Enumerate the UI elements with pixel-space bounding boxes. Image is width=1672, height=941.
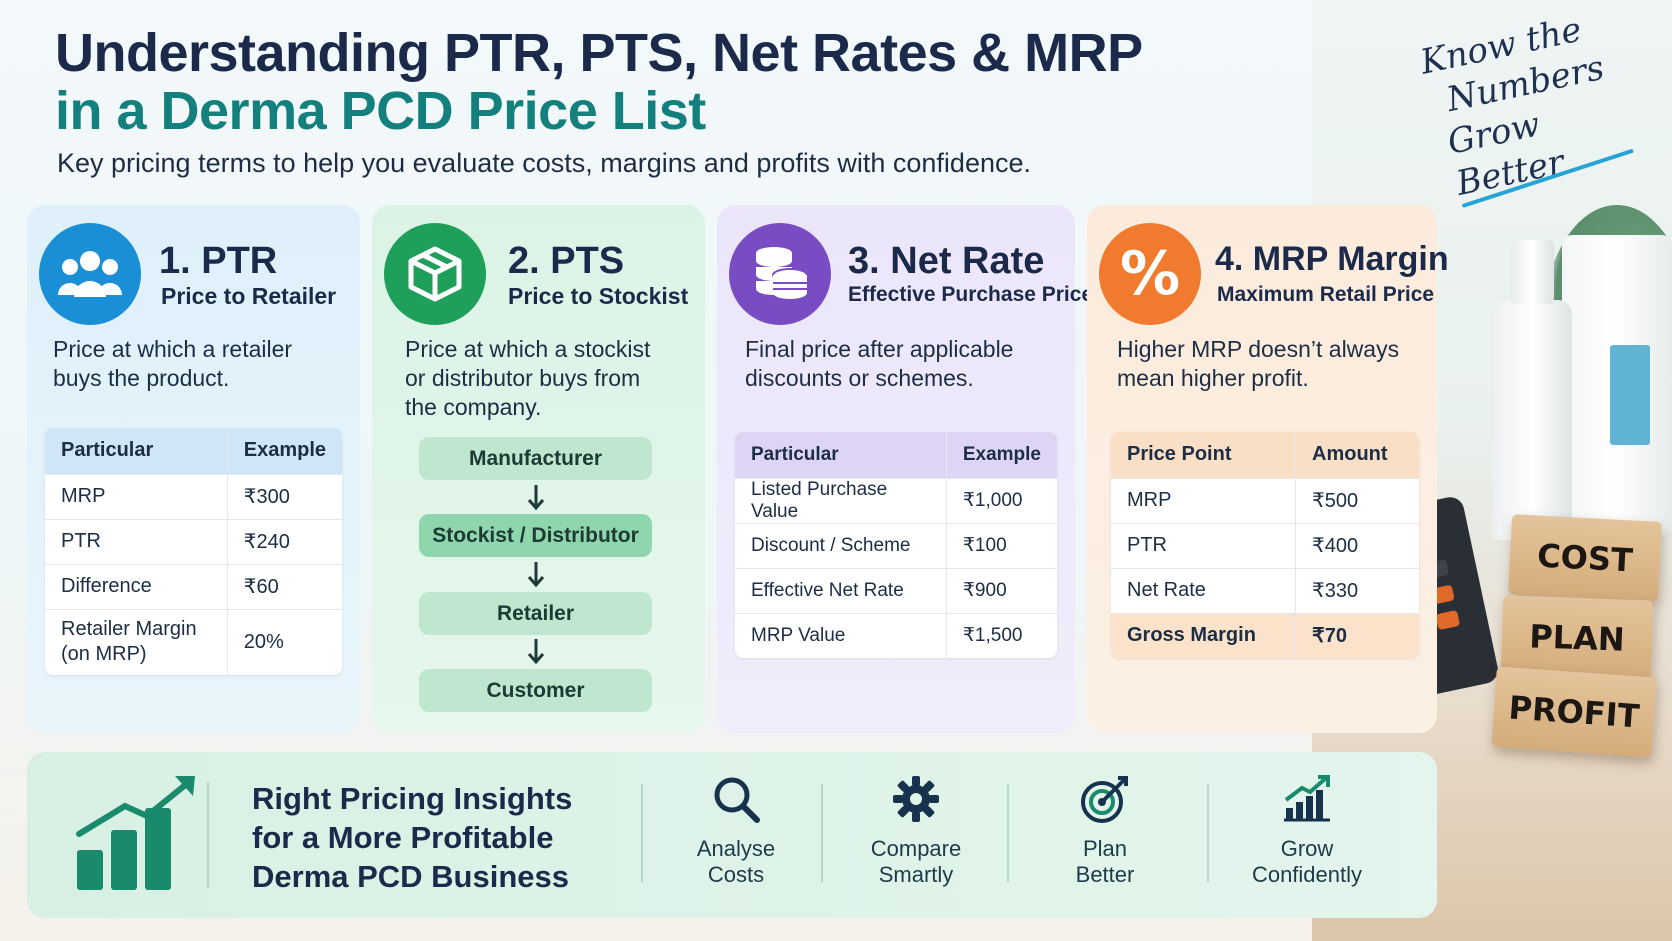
cream-tube: [1562, 235, 1672, 535]
percent-icon: %: [1099, 223, 1201, 325]
card-title: 1. PTR: [159, 240, 278, 282]
card-subtitle: Maximum Retail Price: [1217, 283, 1435, 306]
net-rate-table: Particular Example Listed Purchase Value ₹…: [735, 432, 1057, 658]
page-subtitle: Key pricing terms to help you evaluate c…: [57, 148, 1031, 178]
flow-step: Customer: [419, 669, 652, 712]
table-row: PTR ₹240: [45, 518, 342, 564]
card-title: 2. PTS: [508, 240, 625, 282]
growth-chart-icon: [1284, 775, 1330, 822]
card-description: Final price after applicable discounts o…: [745, 336, 1014, 391]
mrp-margin-card: % 4. MRP Margin Maximum Retail Price Hig…: [1087, 205, 1449, 733]
mrp-margin-table: Price Point Amount MRP ₹500 PTR ₹400 Net Ra…: [1111, 432, 1419, 658]
table-header: Particular: [735, 432, 947, 478]
page-title: Understanding PTR, PTS, Net Rates & MRP: [55, 23, 1143, 83]
card-description: Higher MRP doesn’t always mean higher pr…: [1117, 336, 1400, 391]
table-row: Effective Net Rate ₹900: [735, 567, 1057, 613]
table-row: MRP ₹500: [1111, 477, 1419, 523]
table-row: Difference ₹60: [45, 563, 342, 609]
magnifier-icon: [714, 777, 760, 823]
feature-compare-smartly: Compare Smartly: [831, 774, 1001, 888]
table-header: Price Point: [1111, 432, 1296, 478]
table-row: Gross Margin ₹70: [1111, 612, 1419, 658]
flow-step: Retailer: [419, 592, 652, 635]
table-row: PTR ₹400: [1111, 522, 1419, 568]
card-description: Price at which a stockist or distributor…: [405, 336, 651, 420]
arrow-down-icon: [527, 485, 545, 511]
card-description: Price at which a retailer buys the produ…: [53, 336, 293, 391]
table-row: MRP Value ₹1,500: [735, 612, 1057, 658]
card-subtitle: Price to Stockist: [508, 283, 689, 309]
table-row: Listed Purchase Value ₹1,000: [735, 477, 1057, 523]
target-icon: [1081, 776, 1128, 823]
insights-banner: Right Pricing Insights for a More Profit…: [27, 752, 1437, 918]
feature-analyse-costs: Analyse Costs: [651, 774, 821, 888]
table-row: Discount / Scheme ₹100: [735, 522, 1057, 568]
card-subtitle: Effective Purchase Price: [848, 283, 1094, 306]
wood-block-cost: COST: [1508, 514, 1662, 602]
table-header: Particular: [45, 428, 228, 474]
box-icon: [384, 223, 486, 325]
pts-card: 2. PTS Price to Stockist Price at which …: [372, 205, 705, 733]
table-header: Example: [945, 432, 1057, 478]
table-header: Amount: [1295, 432, 1419, 478]
flow-step: Manufacturer: [419, 437, 652, 480]
flow-step: Stockist / Distributor: [419, 514, 652, 557]
net-rate-card: 3. Net Rate Effective Purchase Price Fin…: [717, 205, 1093, 733]
lotion-bottle: [1492, 240, 1572, 540]
banner-tagline: Right Pricing Insights for a More Profit…: [252, 781, 573, 894]
table-header: Example: [226, 428, 342, 474]
wood-block-profit: PROFIT: [1491, 666, 1657, 758]
ptr-table: Particular Example MRP ₹300 PTR ₹240 Differ…: [45, 428, 342, 675]
gear-icon: [893, 776, 939, 822]
card-subtitle: Price to Retailer: [161, 283, 337, 309]
page-title-secondary: in a Derma PCD Price List: [55, 81, 706, 141]
ptr-card: 1. PTR Price to Retailer Price at which …: [27, 205, 360, 733]
table-row: MRP ₹300: [45, 473, 342, 519]
coins-stack-icon: [729, 223, 831, 325]
table-row: Net Rate ₹330: [1111, 567, 1419, 613]
arrow-down-icon: [527, 639, 545, 665]
card-title: 3. Net Rate: [848, 240, 1045, 282]
feature-grow-confidently: Grow Confidently: [1222, 774, 1392, 888]
feature-plan-better: Plan Better: [1020, 774, 1190, 888]
people-group-icon: [39, 223, 141, 325]
table-row: Retailer Margin (on MRP) 20%: [45, 608, 342, 675]
card-title: 4. MRP Margin: [1215, 240, 1449, 278]
growth-bars-icon: [76, 776, 195, 890]
arrow-down-icon: [527, 562, 545, 588]
